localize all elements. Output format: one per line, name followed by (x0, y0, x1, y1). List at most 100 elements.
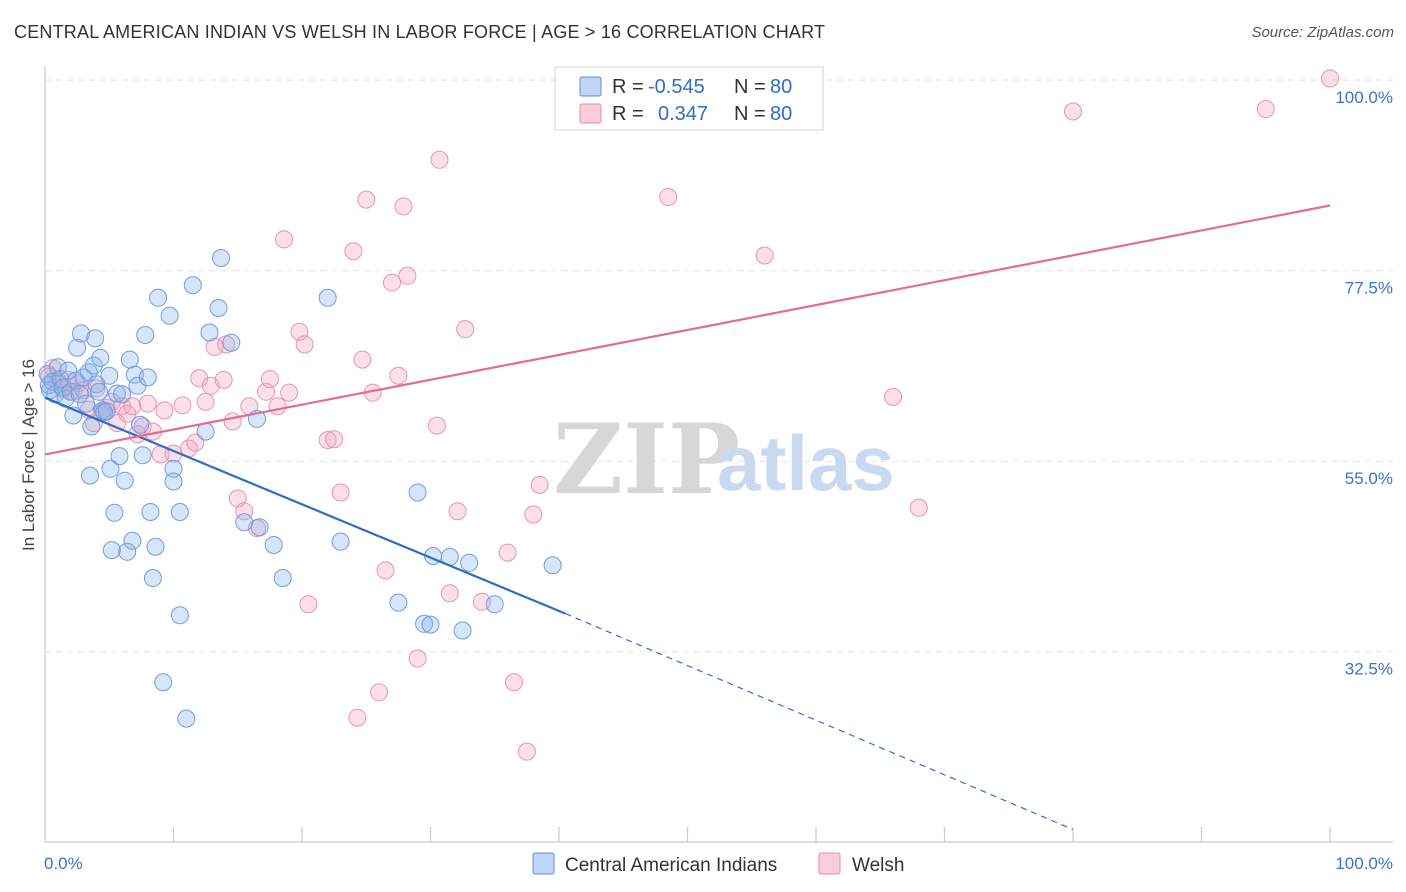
point-welsh-59 (394, 197, 413, 216)
point-welsh-51 (348, 708, 367, 727)
point-central-american-indians-37 (118, 542, 137, 561)
chart-source: Source: ZipAtlas.com (1251, 24, 1394, 41)
point-central-american-indians-22 (86, 329, 105, 348)
point-central-american-indians-17 (77, 394, 96, 413)
point-central-american-indians-36 (115, 471, 134, 490)
point-welsh-31 (205, 337, 224, 356)
point-central-american-indians-35 (113, 385, 132, 404)
point-welsh-17 (123, 397, 142, 416)
point-central-american-indians-33 (108, 384, 126, 403)
point-welsh-57 (383, 273, 401, 292)
point-central-american-indians-28 (97, 402, 116, 421)
point-welsh-64 (440, 584, 459, 603)
x-tick-label-0: 0.0% (44, 854, 83, 873)
point-central-american-indians-60 (209, 299, 228, 317)
point-welsh-36 (235, 502, 254, 521)
point-central-american-indians-73 (421, 615, 440, 634)
point-central-american-indians-77 (460, 553, 479, 572)
point-central-american-indians-14 (70, 385, 89, 404)
watermark-zip: ZIP (553, 403, 740, 516)
y-tick-label-3: 32.5% (1345, 660, 1393, 679)
point-welsh-66 (456, 320, 475, 339)
point-welsh-23 (155, 401, 174, 420)
y-tick-labels: 100.0% 77.5% 55.0% 32.5% (1335, 88, 1393, 679)
point-central-american-indians-45 (138, 368, 157, 387)
point-central-american-indians-72 (415, 614, 434, 633)
watermark-atlas: atlas (717, 419, 895, 507)
point-welsh-61 (408, 649, 427, 668)
point-welsh-65 (448, 502, 467, 521)
point-central-american-indians-30 (101, 459, 120, 478)
point-welsh-76 (909, 498, 928, 517)
point-welsh-48 (325, 430, 344, 449)
point-welsh-50 (344, 242, 363, 261)
point-central-american-indians-79 (543, 556, 562, 575)
y-tick-label-1: 77.5% (1345, 279, 1393, 298)
point-welsh-56 (376, 561, 395, 580)
point-welsh-47 (318, 431, 337, 449)
point-central-american-indians-67 (273, 569, 292, 587)
chart-title: CENTRAL AMERICAN INDIAN VS WELSH IN LABO… (14, 22, 826, 42)
legend-r-value-0: -0.545 (648, 76, 705, 98)
point-central-american-indians-53 (164, 472, 183, 491)
point-central-american-indians-57 (183, 276, 202, 295)
point-welsh-42 (275, 230, 293, 249)
point-central-american-indians-21 (84, 356, 103, 375)
legend-n-label-0: N = (734, 76, 766, 98)
point-welsh-77 (1064, 102, 1082, 121)
grid (45, 79, 1393, 653)
point-central-american-indians-13 (68, 338, 87, 357)
watermark: ZIP atlas (553, 403, 895, 516)
bottom-legend-label-welsh: Welsh (852, 855, 904, 876)
point-central-american-indians-25 (91, 348, 110, 367)
point-welsh-46 (299, 595, 318, 614)
point-central-american-indians-76 (453, 621, 472, 640)
point-central-american-indians-65 (250, 518, 269, 537)
bottom-legend-swatch-central-american-indians (532, 852, 555, 875)
bottom-legend-swatch-welsh (818, 852, 841, 875)
point-welsh-10 (87, 379, 106, 398)
legend-r-label-1: R = (612, 103, 644, 125)
point-welsh-45 (295, 335, 314, 354)
legend: R = -0.545 N = 80 R = 0.347 N = 80 (554, 66, 824, 131)
point-central-american-indians-68 (318, 288, 337, 307)
point-central-american-indians-78 (485, 595, 504, 614)
point-central-american-indians-46 (141, 503, 160, 521)
point-welsh-74 (755, 246, 774, 265)
point-welsh-70 (517, 742, 536, 761)
point-central-american-indians-44 (136, 326, 155, 344)
point-welsh-32 (214, 370, 233, 389)
trend-line-welsh (44, 204, 1331, 456)
point-welsh-52 (353, 350, 372, 369)
point-welsh-41 (268, 397, 287, 416)
point-central-american-indians-63 (235, 513, 254, 532)
point-welsh-27 (186, 433, 205, 452)
point-central-american-indians-52 (164, 459, 183, 478)
legend-r-value-1: 0.347 (658, 103, 708, 125)
point-central-american-indians-50 (154, 673, 173, 692)
legend-swatch-central-american-indians (579, 76, 602, 97)
point-central-american-indians-54 (170, 503, 189, 521)
point-central-american-indians-62 (222, 333, 241, 352)
point-central-american-indians-32 (105, 503, 124, 522)
x-tick-label-1: 100.0% (1335, 854, 1393, 873)
y-tick-label-0: 100.0% (1335, 88, 1393, 107)
trend-line-central-american-indians (44, 396, 566, 615)
point-welsh-40 (260, 370, 279, 389)
point-welsh-63 (430, 150, 449, 169)
point-central-american-indians-38 (120, 350, 139, 369)
legend-n-value-1: 80 (770, 103, 792, 125)
point-welsh-73 (659, 188, 678, 206)
point-welsh-68 (498, 543, 517, 562)
point-welsh-79 (1321, 69, 1339, 88)
x-tick-labels: 0.0% 100.0% (44, 854, 1393, 873)
y-axis-label: In Labor Force | Age > 16 (19, 359, 38, 551)
trend-lines (44, 204, 1331, 831)
point-welsh-49 (331, 483, 350, 502)
point-central-american-indians-19 (81, 466, 99, 485)
point-welsh-75 (884, 387, 903, 406)
point-welsh-29 (196, 392, 215, 411)
legend-n-value-0: 80 (770, 76, 792, 98)
point-central-american-indians-48 (146, 537, 165, 556)
